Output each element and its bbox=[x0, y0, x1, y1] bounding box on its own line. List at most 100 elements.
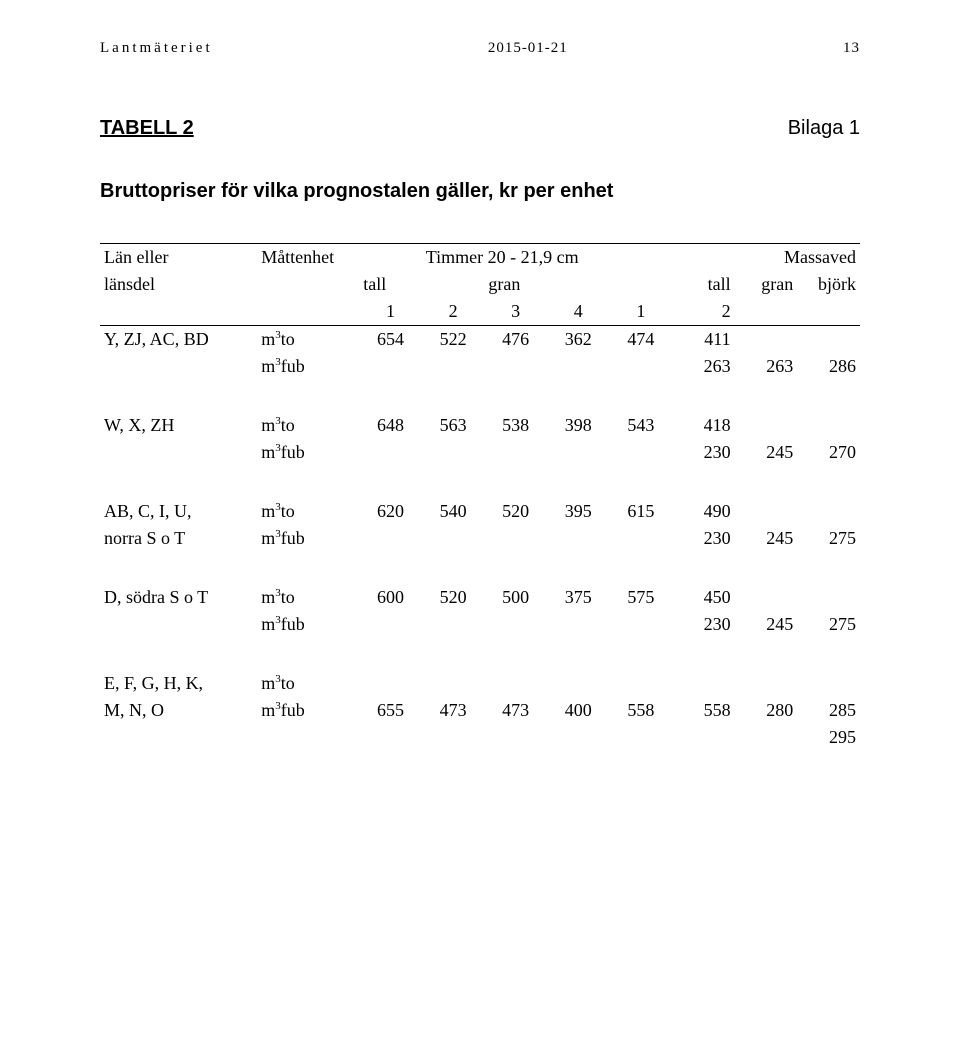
hdr-gran2: gran bbox=[735, 271, 798, 298]
value-cell: 362 bbox=[547, 326, 610, 354]
value-cell: 450 bbox=[672, 584, 735, 611]
hdr-n2: 2 bbox=[422, 298, 485, 326]
region-label: AB, C, I, U, bbox=[100, 498, 257, 525]
hdr-bjork: björk bbox=[797, 271, 860, 298]
page-number: 13 bbox=[843, 40, 860, 57]
value-cell: 280 bbox=[735, 697, 798, 724]
value-cell: 538 bbox=[484, 412, 547, 439]
table-number: TABELL 2 bbox=[100, 117, 194, 140]
hdr-n3: 3 bbox=[484, 298, 547, 326]
table-row: m3fub 263 263 286 bbox=[100, 353, 860, 380]
value-cell: 655 bbox=[359, 697, 422, 724]
value-cell: 285 bbox=[797, 697, 860, 724]
value-cell: 558 bbox=[610, 697, 673, 724]
value-cell: 473 bbox=[422, 697, 485, 724]
table-row: 295 bbox=[100, 724, 860, 751]
value-cell: 474 bbox=[610, 326, 673, 354]
unit-cell: m3fub bbox=[257, 353, 359, 380]
appendix-label: Bilaga 1 bbox=[788, 117, 860, 140]
value-cell: 263 bbox=[672, 353, 735, 380]
value-cell: 375 bbox=[547, 584, 610, 611]
unit-cell: m3to bbox=[257, 412, 359, 439]
unit-cell: m3fub bbox=[257, 439, 359, 466]
value-cell: 540 bbox=[422, 498, 485, 525]
header-row-3: 1 2 3 4 1 2 bbox=[100, 298, 860, 326]
page-header: Lantmäteriet 2015-01-21 13 bbox=[100, 40, 860, 57]
value-cell: 230 bbox=[672, 439, 735, 466]
value-cell: 620 bbox=[359, 498, 422, 525]
value-cell: 418 bbox=[672, 412, 735, 439]
region-label: norra S o T bbox=[100, 525, 257, 552]
value-cell: 398 bbox=[547, 412, 610, 439]
document-page: Lantmäteriet 2015-01-21 13 TABELL 2 Bila… bbox=[0, 0, 960, 751]
region-label: D, södra S o T bbox=[100, 584, 257, 611]
table-row: E, F, G, H, K, m3to bbox=[100, 670, 860, 697]
value-cell: 500 bbox=[484, 584, 547, 611]
title-row: TABELL 2 Bilaga 1 bbox=[100, 117, 860, 140]
value-cell: 473 bbox=[484, 697, 547, 724]
hdr-massaved: Massaved bbox=[735, 244, 860, 272]
hdr-timmer: Timmer 20 - 21,9 cm bbox=[422, 244, 672, 272]
hdr-n1: 1 bbox=[359, 298, 422, 326]
doc-date: 2015-01-21 bbox=[488, 40, 568, 57]
table-caption: Bruttopriser för vilka prognostalen gäll… bbox=[100, 180, 860, 203]
unit-cell: m3fub bbox=[257, 525, 359, 552]
value-cell: 230 bbox=[672, 525, 735, 552]
value-cell: 520 bbox=[484, 498, 547, 525]
value-cell: 476 bbox=[484, 326, 547, 354]
value-cell: 245 bbox=[735, 439, 798, 466]
header-row-2: länsdel tall gran tall gran björk bbox=[100, 271, 860, 298]
value-cell: 558 bbox=[672, 697, 735, 724]
value-cell: 275 bbox=[797, 525, 860, 552]
value-cell: 411 bbox=[672, 326, 735, 354]
region-label: Y, ZJ, AC, BD bbox=[100, 326, 257, 354]
value-cell: 575 bbox=[610, 584, 673, 611]
value-cell: 263 bbox=[735, 353, 798, 380]
table-row: W, X, ZH m3to 648 563 538 398 543 418 bbox=[100, 412, 860, 439]
org-name: Lantmäteriet bbox=[100, 40, 213, 57]
region-label: E, F, G, H, K, bbox=[100, 670, 257, 697]
value-cell: 270 bbox=[797, 439, 860, 466]
value-cell: 395 bbox=[547, 498, 610, 525]
value-cell: 600 bbox=[359, 584, 422, 611]
value-cell: 400 bbox=[547, 697, 610, 724]
value-cell: 520 bbox=[422, 584, 485, 611]
value-cell: 295 bbox=[797, 724, 860, 751]
unit-cell: m3fub bbox=[257, 611, 359, 638]
value-cell: 230 bbox=[672, 611, 735, 638]
table-row: m3fub 230 245 270 bbox=[100, 439, 860, 466]
value-cell: 615 bbox=[610, 498, 673, 525]
value-cell: 245 bbox=[735, 611, 798, 638]
prices-table: Län eller Måttenhet Timmer 20 - 21,9 cm … bbox=[100, 243, 860, 751]
value-cell: 543 bbox=[610, 412, 673, 439]
table-row: norra S o T m3fub 230 245 275 bbox=[100, 525, 860, 552]
unit-cell: m3to bbox=[257, 670, 359, 697]
value-cell: 648 bbox=[359, 412, 422, 439]
value-cell: 654 bbox=[359, 326, 422, 354]
unit-cell: m3fub bbox=[257, 697, 359, 724]
hdr-n4: 4 bbox=[547, 298, 610, 326]
hdr-gran: gran bbox=[484, 271, 609, 298]
table-row: AB, C, I, U, m3to 620 540 520 395 615 49… bbox=[100, 498, 860, 525]
region-label: M, N, O bbox=[100, 697, 257, 724]
header-row-1: Län eller Måttenhet Timmer 20 - 21,9 cm … bbox=[100, 244, 860, 272]
value-cell: 563 bbox=[422, 412, 485, 439]
hdr-lansdel: länsdel bbox=[100, 271, 257, 298]
value-cell: 245 bbox=[735, 525, 798, 552]
table-row: m3fub 230 245 275 bbox=[100, 611, 860, 638]
unit-cell: m3to bbox=[257, 326, 359, 354]
value-cell: 490 bbox=[672, 498, 735, 525]
hdr-tall: tall bbox=[359, 271, 484, 298]
table-row: M, N, O m3fub 655 473 473 400 558 558 28… bbox=[100, 697, 860, 724]
value-cell: 275 bbox=[797, 611, 860, 638]
hdr-lan: Län eller bbox=[100, 244, 257, 272]
hdr-tall2: tall bbox=[672, 271, 735, 298]
value-cell: 286 bbox=[797, 353, 860, 380]
unit-cell: m3to bbox=[257, 584, 359, 611]
table-row: Y, ZJ, AC, BD m3to 654 522 476 362 474 4… bbox=[100, 326, 860, 354]
unit-cell: m3to bbox=[257, 498, 359, 525]
hdr-n5: 1 bbox=[610, 298, 673, 326]
region-label: W, X, ZH bbox=[100, 412, 257, 439]
hdr-unit: Måttenhet bbox=[257, 244, 422, 272]
hdr-n6: 2 bbox=[672, 298, 735, 326]
